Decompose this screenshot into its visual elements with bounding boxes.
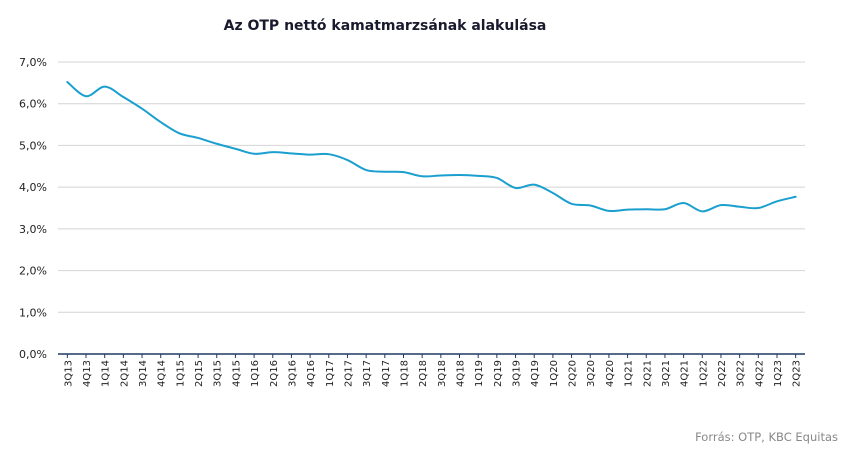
gridlines (58, 61, 805, 313)
x-tick-label: 1Q18 (399, 360, 410, 387)
x-tick-label: 1Q16 (250, 360, 261, 387)
x-tick-label: 4Q18 (456, 360, 467, 387)
y-tick-label: 3,0% (19, 223, 47, 236)
x-tick-label: 4Q20 (605, 360, 616, 387)
x-tick-label: 4Q14 (157, 360, 168, 387)
source-note: Forrás: OTP, KBC Equitas (695, 430, 838, 444)
x-tick-label: 4Q13 (82, 360, 93, 387)
x-tick-label: 2Q23 (792, 360, 803, 387)
x-tick-labels: 3Q13 4Q13 1Q14 2Q14 3Q14 4Q14 1Q15 2Q15 3Q15 4Q15… (63, 354, 803, 387)
x-tick-label: 1Q20 (549, 360, 560, 387)
x-tick-label: 4Q17 (381, 360, 392, 387)
y-tick-label: 6,0% (19, 98, 47, 111)
y-tick-label: 7,0% (19, 56, 47, 69)
x-tick-label: 4Q16 (306, 360, 317, 387)
x-tick-label: 3Q22 (736, 360, 747, 387)
chart-title: Az OTP nettó kamatmarzsának alakulása (223, 18, 547, 34)
x-tick-label: 2Q14 (119, 360, 130, 387)
x-tick-label: 1Q17 (325, 360, 336, 387)
x-tick-label: 1Q14 (101, 360, 112, 387)
x-tick-label: 3Q20 (586, 360, 597, 387)
x-tick-label: 4Q21 (680, 360, 691, 387)
y-tick-label: 2,0% (19, 265, 47, 278)
x-tick-label: 2Q17 (343, 360, 354, 387)
x-tick-label: 1Q19 (474, 360, 485, 387)
x-tick-label: 2Q18 (418, 360, 429, 387)
x-tick-label: 4Q15 (231, 360, 242, 387)
y-tick-label: 4,0% (19, 181, 47, 194)
x-tick-label: 3Q17 (362, 360, 373, 387)
x-tick-label: 2Q19 (493, 360, 504, 387)
x-tick-label: 2Q22 (717, 360, 728, 387)
x-tick-label: 4Q19 (530, 360, 541, 387)
x-tick-label: 2Q21 (642, 360, 653, 387)
x-tick-label: 3Q14 (138, 360, 149, 387)
y-tick-label: 5,0% (19, 139, 47, 152)
x-tick-label: 3Q13 (63, 360, 74, 387)
x-tick-label: 2Q20 (568, 360, 579, 387)
x-tick-label: 4Q22 (754, 360, 765, 387)
series-line (66, 81, 797, 213)
x-tick-label: 2Q16 (269, 360, 280, 387)
y-tick-label: 1,0% (19, 306, 47, 319)
x-tick-label: 1Q22 (698, 360, 709, 387)
x-tick-label: 1Q21 (624, 360, 635, 387)
x-tick-label: 3Q15 (213, 360, 224, 387)
x-tick-label: 3Q19 (512, 360, 523, 387)
x-tick-label: 3Q16 (287, 360, 298, 387)
y-tick-label: 0,0% (19, 348, 47, 361)
x-tick-label: 3Q21 (661, 360, 672, 387)
x-tick-label: 1Q15 (175, 360, 186, 387)
y-tick-labels: 0,0% 1,0% 2,0% 3,0% 4,0% 5,0% 6,0% 7,0% (19, 56, 47, 361)
x-tick-label: 3Q18 (437, 360, 448, 387)
x-tick-label: 1Q23 (773, 360, 784, 387)
x-tick-label: 2Q15 (194, 360, 205, 387)
